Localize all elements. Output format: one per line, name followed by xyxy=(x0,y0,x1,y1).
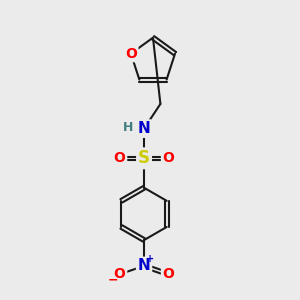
Text: O: O xyxy=(114,267,126,281)
Text: H: H xyxy=(122,121,133,134)
Text: −: − xyxy=(108,274,119,287)
Text: N: N xyxy=(138,121,150,136)
Text: S: S xyxy=(138,149,150,167)
Text: O: O xyxy=(163,267,174,281)
Text: O: O xyxy=(125,47,137,61)
Text: O: O xyxy=(114,151,126,165)
Text: O: O xyxy=(163,151,174,165)
Text: N: N xyxy=(138,258,150,273)
Text: +: + xyxy=(146,254,154,264)
